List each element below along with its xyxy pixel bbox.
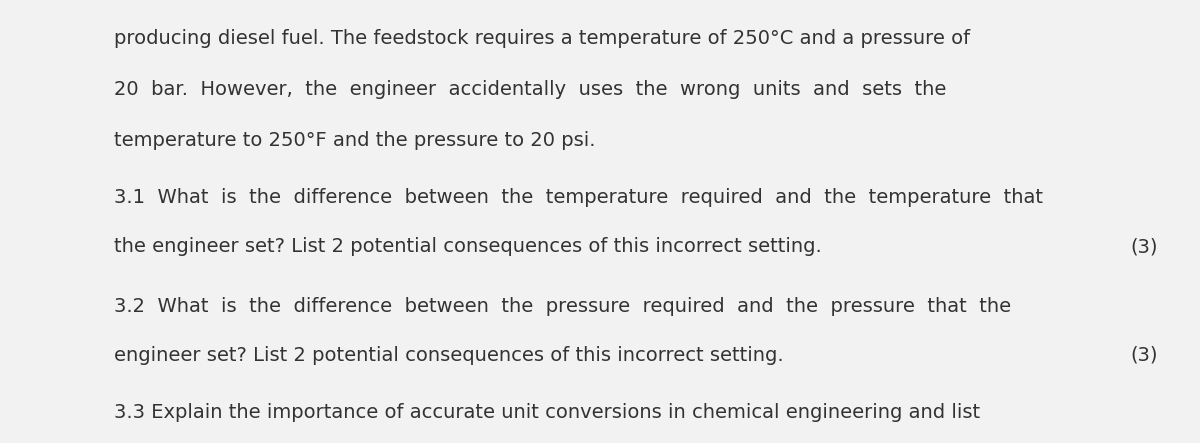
Text: 3.1  What  is  the  difference  between  the  temperature  required  and  the  t: 3.1 What is the difference between the t…	[114, 188, 1043, 207]
Text: temperature to 250°F and the pressure to 20 psi.: temperature to 250°F and the pressure to…	[114, 131, 595, 150]
Text: (3): (3)	[1130, 346, 1158, 365]
Text: engineer set? List 2 potential consequences of this incorrect setting.: engineer set? List 2 potential consequen…	[114, 346, 784, 365]
Text: the engineer set? List 2 potential consequences of this incorrect setting.: the engineer set? List 2 potential conse…	[114, 237, 822, 256]
Text: 20  bar.  However,  the  engineer  accidentally  uses  the  wrong  units  and  s: 20 bar. However, the engineer accidental…	[114, 80, 947, 99]
Text: 3.2  What  is  the  difference  between  the  pressure  required  and  the  pres: 3.2 What is the difference between the p…	[114, 297, 1012, 316]
Text: (3): (3)	[1130, 237, 1158, 256]
Text: 3.3 Explain the importance of accurate unit conversions in chemical engineering : 3.3 Explain the importance of accurate u…	[114, 403, 980, 422]
Text: producing diesel fuel. The feedstock requires a temperature of 250°C and a press: producing diesel fuel. The feedstock req…	[114, 29, 970, 48]
